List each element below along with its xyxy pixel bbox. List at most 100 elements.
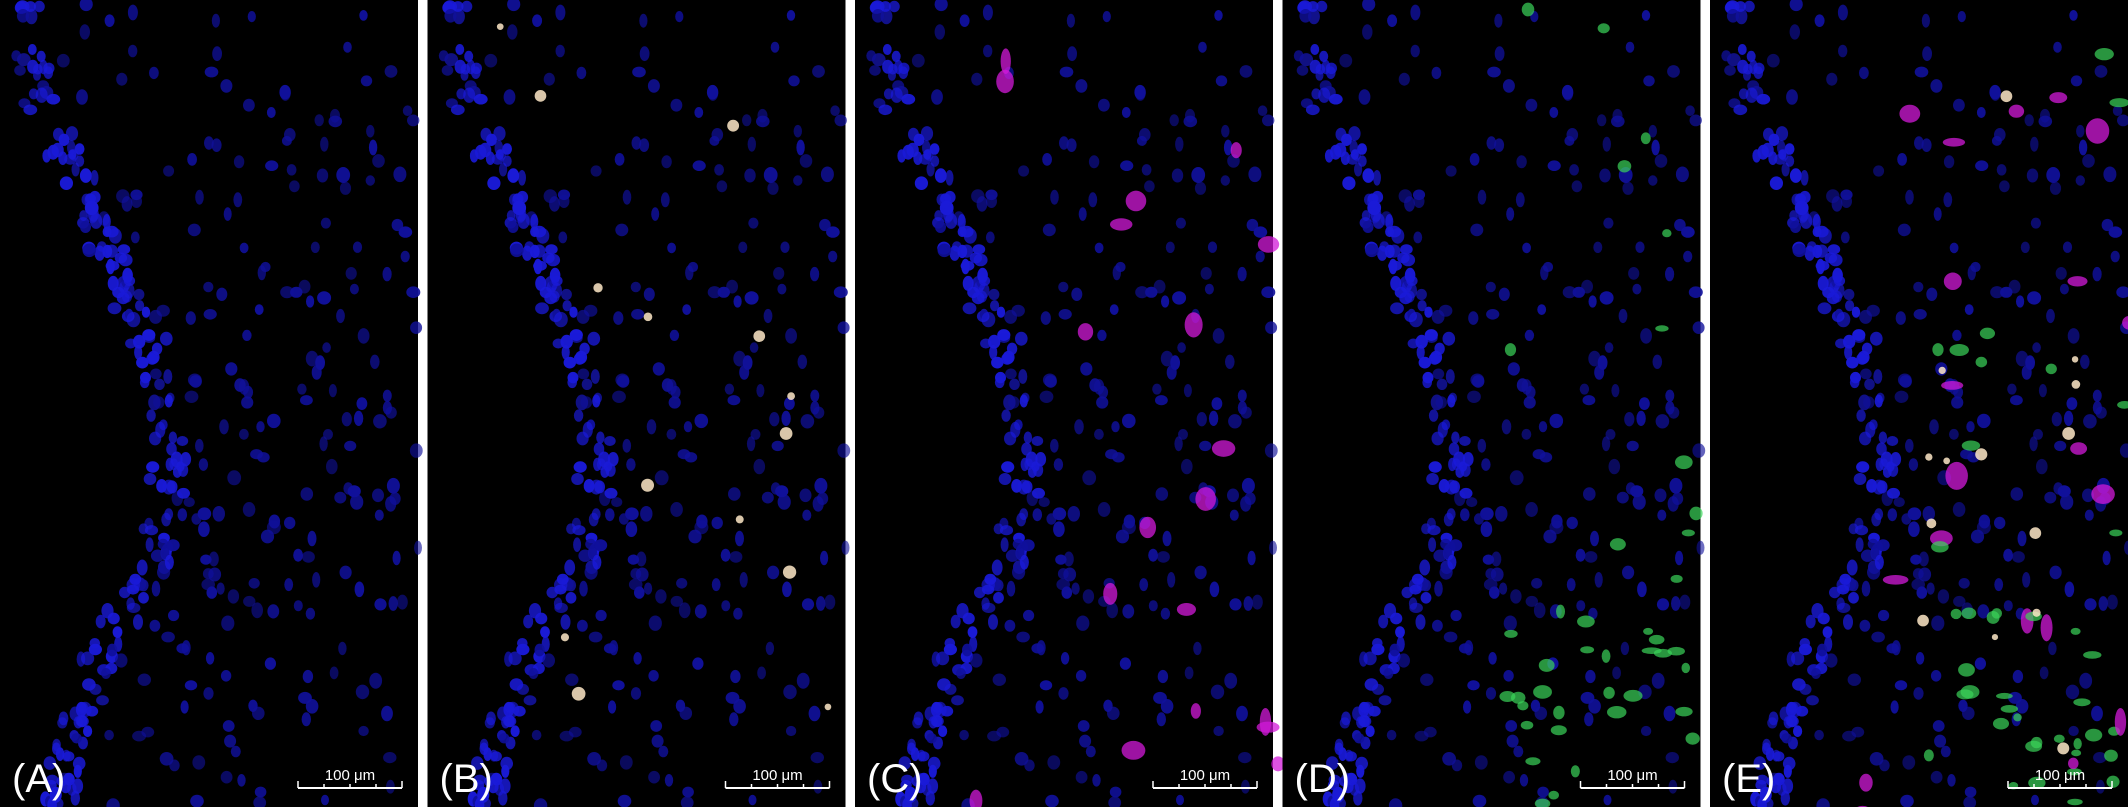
nucleus [576, 66, 587, 80]
nucleus [918, 751, 930, 762]
nucleus [1762, 738, 1771, 752]
nucleus [535, 612, 548, 625]
nucleus [1418, 356, 1431, 369]
nucleus [1576, 600, 1586, 612]
nucleus [750, 429, 761, 440]
nucleus [984, 573, 997, 585]
nucleus [898, 62, 910, 74]
nucleus [977, 267, 988, 283]
nucleus [1174, 436, 1183, 452]
nucleus [630, 687, 642, 700]
nucleus [1864, 378, 1875, 390]
nucleus [455, 44, 465, 55]
nucleus [688, 529, 702, 544]
nucleus [153, 396, 165, 409]
nucleus [588, 631, 603, 643]
nucleus [329, 666, 339, 680]
stain-yellow [1975, 448, 1988, 461]
nucleus [1024, 759, 1035, 772]
nucleus [1743, 0, 1755, 13]
stain-green [2109, 98, 2128, 108]
nucleus [985, 231, 995, 244]
nucleus [1970, 529, 1985, 544]
stain-magenta [1109, 218, 1133, 231]
nucleus [2075, 175, 2085, 186]
nucleus [545, 244, 558, 255]
stain-green [1655, 325, 1669, 332]
nucleus [1487, 66, 1501, 78]
nucleus [1964, 786, 1977, 798]
nucleus [1032, 508, 1043, 522]
nucleus [605, 508, 615, 522]
nucleus [260, 529, 275, 544]
nucleus [397, 594, 408, 610]
nucleus [998, 332, 1011, 343]
nucleus [573, 537, 582, 552]
nucleus [203, 281, 214, 293]
nucleus [819, 218, 831, 232]
nucleus [1622, 181, 1634, 195]
nucleus [323, 429, 333, 440]
stain-green [1986, 610, 2000, 624]
nucleus [533, 260, 547, 271]
nucleus [1229, 598, 1242, 611]
nucleus [1330, 144, 1342, 160]
nucleus [1668, 779, 1678, 794]
nucleus [1473, 513, 1484, 525]
nucleus [1908, 521, 1920, 537]
nucleus [1237, 266, 1247, 282]
stain-green [1607, 705, 1627, 719]
nucleus [648, 670, 659, 682]
nucleus [145, 537, 154, 552]
nucleus [2015, 699, 2029, 714]
nucleus [1943, 155, 1955, 169]
nucleus [1766, 53, 1780, 68]
nucleus [1651, 139, 1660, 156]
nucleus [1443, 631, 1458, 643]
stain-magenta [1000, 48, 1011, 74]
nucleus [630, 281, 641, 293]
nucleus [552, 338, 564, 349]
nucleus [1148, 600, 1158, 612]
nucleus [1451, 759, 1463, 772]
nucleus [959, 729, 969, 741]
nucleus [72, 756, 86, 771]
nucleus [1428, 461, 1442, 473]
nucleus [579, 580, 588, 597]
nucleus [669, 329, 680, 341]
nucleus [1136, 135, 1147, 146]
nucleus [1679, 594, 1691, 610]
nucleus [1426, 473, 1439, 485]
nucleus [1605, 429, 1616, 440]
nucleus [200, 554, 212, 565]
nucleus [1902, 755, 1916, 770]
nucleus [266, 107, 276, 118]
nucleus [279, 84, 291, 100]
nucleus [1241, 477, 1255, 494]
nucleus [1449, 480, 1460, 494]
nucleus [604, 436, 616, 446]
nucleus [727, 395, 741, 406]
nucleus [1050, 438, 1059, 453]
nucleus [307, 530, 317, 547]
nucleus [757, 666, 766, 680]
nucleus [1042, 223, 1056, 237]
nucleus [799, 488, 812, 503]
nucleus [1501, 419, 1512, 435]
nucleus [510, 725, 520, 737]
stain-green [1662, 229, 1672, 238]
nucleus [163, 165, 175, 177]
nucleus [685, 265, 694, 281]
nucleus [1409, 311, 1423, 328]
nucleus [356, 397, 368, 410]
nucleus [670, 595, 683, 607]
stain-green [1517, 701, 1529, 711]
nucleus [2053, 41, 2062, 53]
nucleus [777, 283, 787, 295]
stain-green [1667, 646, 1685, 656]
nucleus [1525, 502, 1538, 517]
nucleus [306, 295, 315, 308]
nucleus [1767, 717, 1778, 729]
nucleus [1855, 537, 1864, 552]
nucleus [1836, 597, 1845, 610]
